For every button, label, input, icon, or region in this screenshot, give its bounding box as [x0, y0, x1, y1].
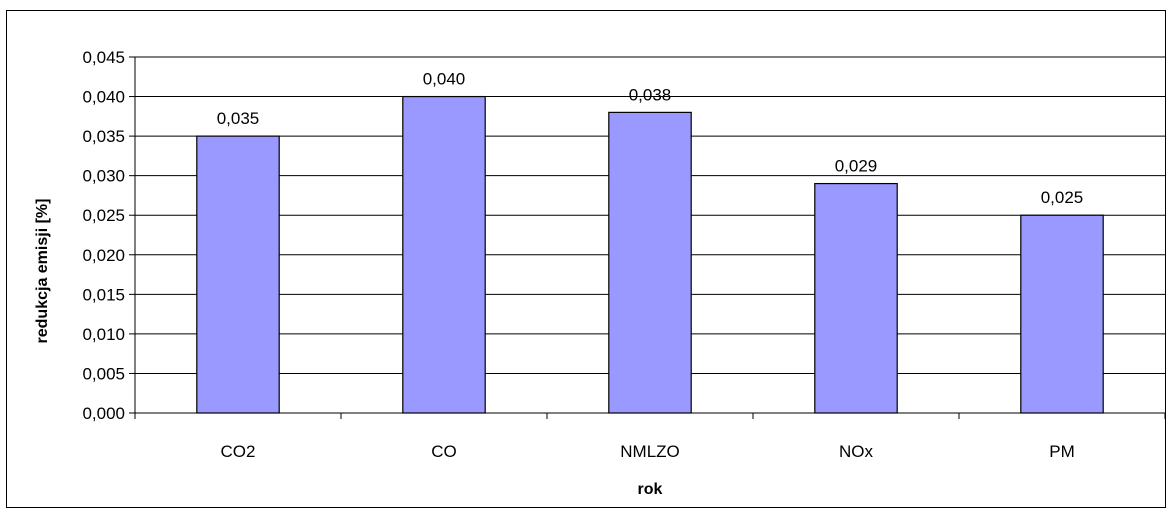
- x-axis-title: rok: [638, 481, 663, 498]
- y-tick-label: 0,020: [82, 246, 125, 265]
- bars: [196, 95, 1104, 414]
- x-tick-label: NOx: [839, 442, 874, 461]
- x-tick-label: CO2: [221, 442, 256, 461]
- x-tick-labels: CO2 CO NMLZO NOx PM: [221, 442, 1075, 461]
- bar-nmlzo: [608, 111, 692, 414]
- y-tick-labels: 0,000 0,005 0,010 0,015 0,020 0,025 0,030 0,035…: [82, 48, 125, 423]
- data-label: 0,029: [835, 157, 878, 176]
- y-tick-label: 0,040: [82, 88, 125, 107]
- bar-co: [402, 95, 486, 414]
- data-label: 0,040: [423, 70, 466, 89]
- y-tick-label: 0,030: [82, 167, 125, 186]
- data-label: 0,025: [1041, 188, 1084, 207]
- x-tick-label: NMLZO: [620, 442, 680, 461]
- x-tick-label: CO: [431, 442, 457, 461]
- bar-pm: [1020, 214, 1104, 414]
- y-tick-label: 0,045: [82, 48, 125, 67]
- y-tick-label: 0,035: [82, 127, 125, 146]
- x-tick-label: PM: [1049, 442, 1075, 461]
- bar-nox: [814, 182, 898, 414]
- y-tick-label: 0,005: [82, 364, 125, 383]
- data-label: 0,035: [217, 109, 260, 128]
- data-label: 0,038: [629, 85, 672, 104]
- y-tick-label: 0,000: [82, 404, 125, 423]
- y-axis-title: redukcja emisji [%]: [34, 199, 51, 344]
- axes: [129, 56, 1166, 419]
- y-tick-label: 0,010: [82, 325, 125, 344]
- y-tick-label: 0,015: [82, 285, 125, 304]
- y-tick-label: 0,025: [82, 206, 125, 225]
- data-labels: 0,035 0,040 0,038 0,029 0,025: [217, 70, 1084, 208]
- bar-co2: [196, 135, 280, 414]
